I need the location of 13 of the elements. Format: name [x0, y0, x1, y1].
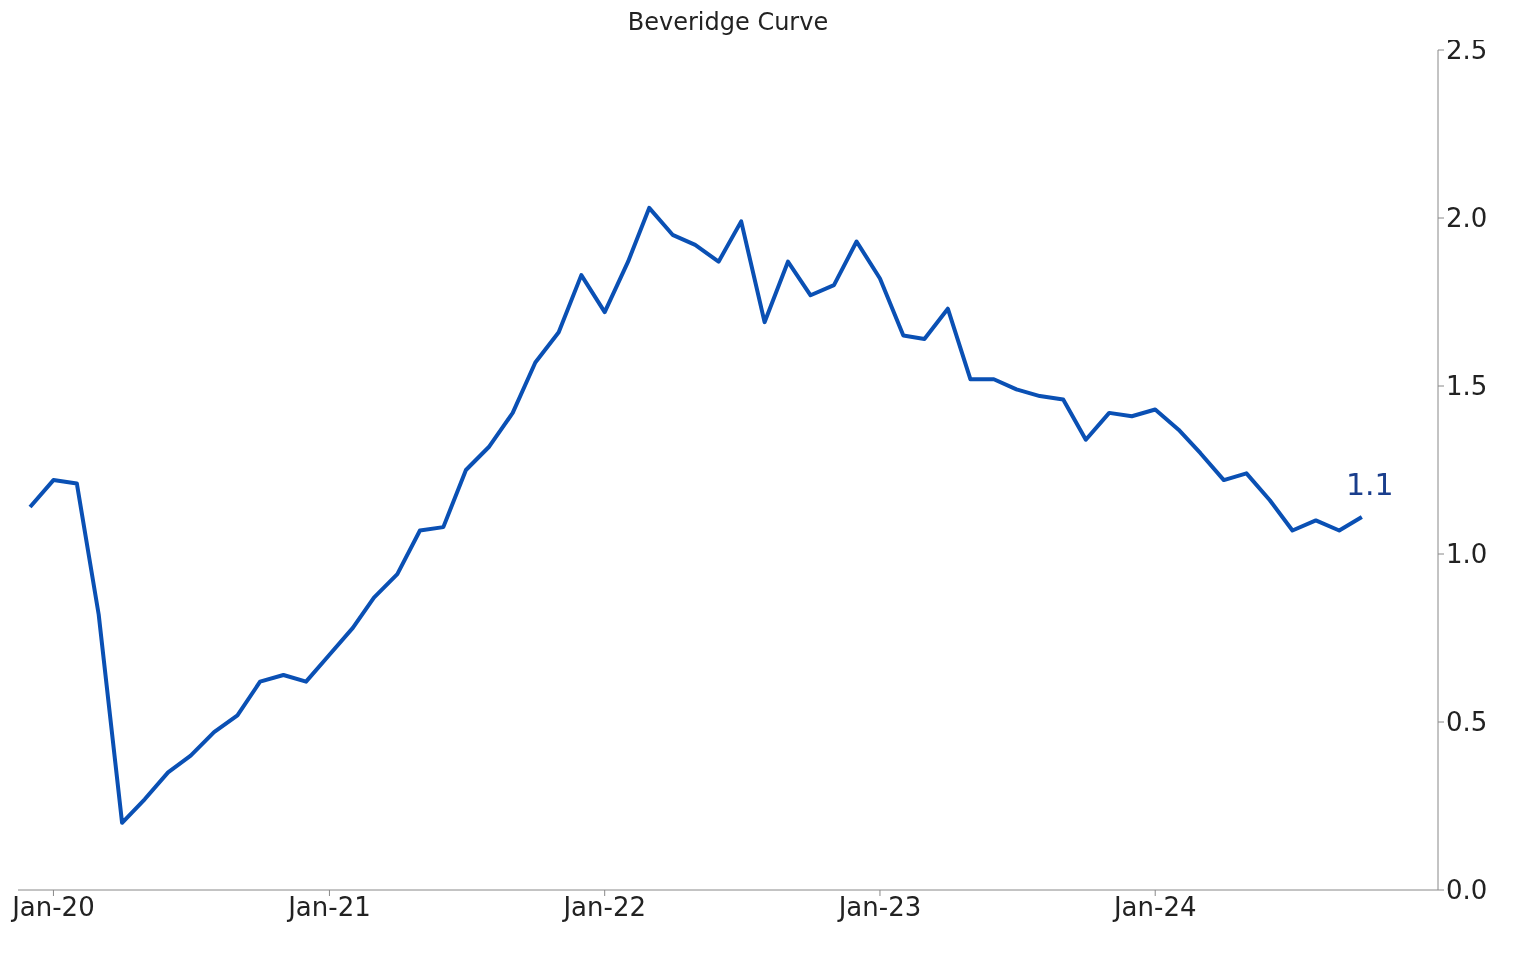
y-tick-label: 1.5: [1446, 371, 1488, 402]
y-tick-label: 0.5: [1446, 707, 1488, 738]
chart-title: Beveridge Curve: [627, 8, 829, 36]
x-tick-label: Jan-24: [1111, 892, 1197, 923]
y-tick-label: 2.0: [1446, 203, 1488, 234]
x-tick-label: Jan-22: [561, 892, 646, 923]
y-tick-label: 0.0: [1446, 875, 1488, 906]
x-tick-label: Jan-20: [10, 892, 95, 923]
y-tick-label: 1.0: [1446, 539, 1488, 570]
annotation: 1.1: [1345, 467, 1394, 503]
x-tick-label: Jan-21: [286, 892, 371, 923]
x-tick-label: Jan-23: [836, 892, 922, 923]
y-tick-label: 2.5: [1446, 35, 1488, 66]
